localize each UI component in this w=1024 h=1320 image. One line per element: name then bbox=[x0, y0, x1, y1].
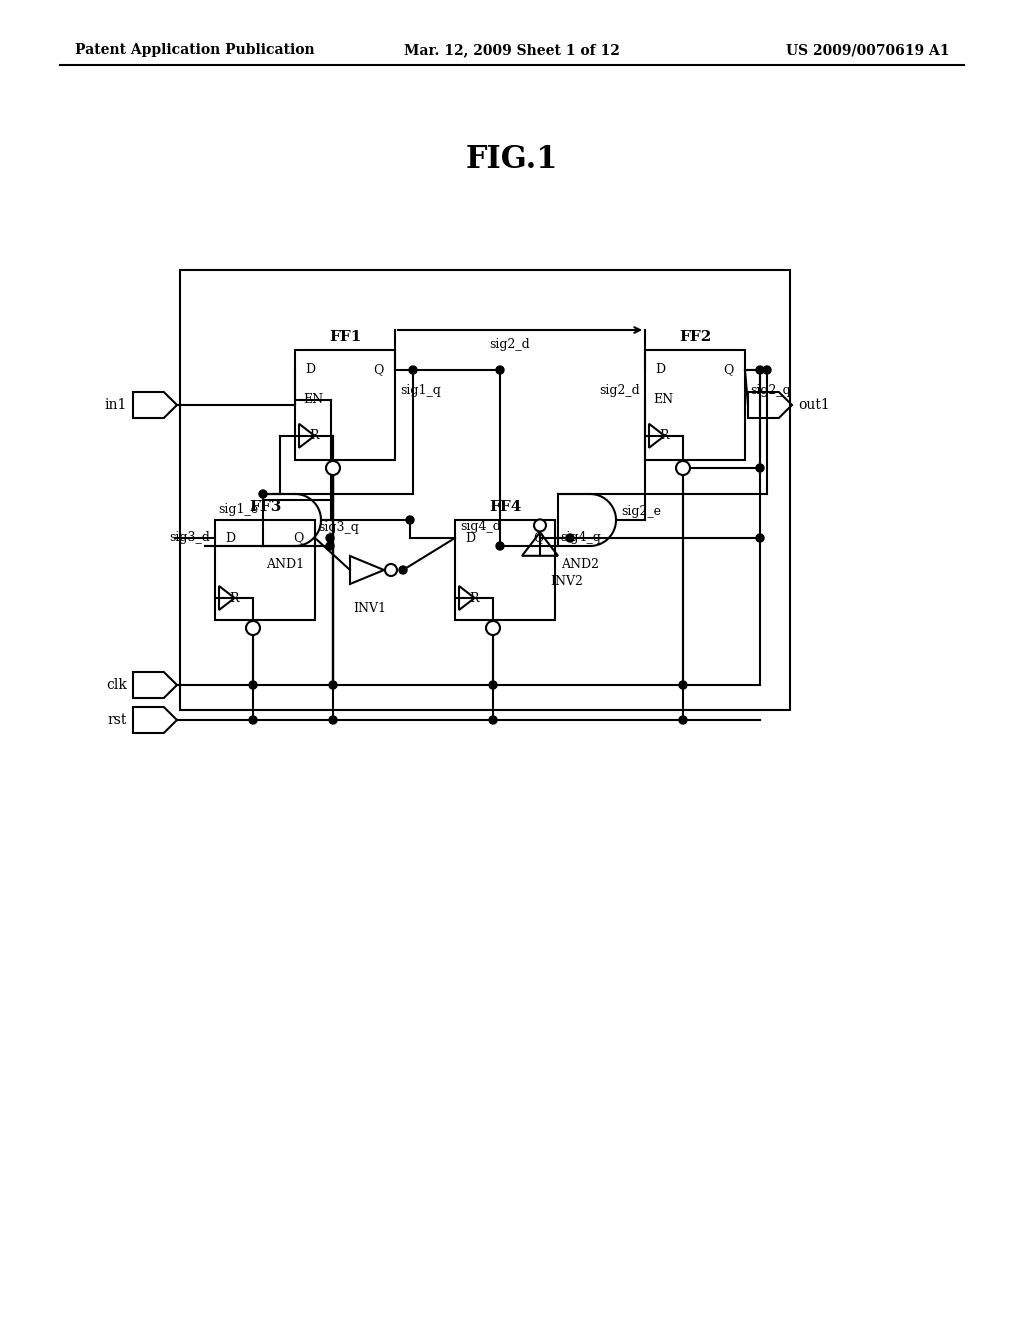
Circle shape bbox=[489, 715, 497, 723]
Circle shape bbox=[326, 461, 340, 475]
Circle shape bbox=[566, 535, 574, 543]
Text: FF4: FF4 bbox=[488, 500, 521, 513]
Circle shape bbox=[249, 681, 257, 689]
Text: rst: rst bbox=[108, 713, 127, 727]
Text: INV1: INV1 bbox=[353, 602, 386, 615]
Bar bbox=[295, 350, 395, 459]
Text: AND2: AND2 bbox=[561, 558, 599, 572]
Circle shape bbox=[249, 715, 257, 723]
Circle shape bbox=[496, 543, 504, 550]
Circle shape bbox=[489, 681, 497, 689]
Circle shape bbox=[326, 543, 334, 550]
Text: sig1_q: sig1_q bbox=[400, 384, 441, 397]
Circle shape bbox=[399, 566, 407, 574]
Circle shape bbox=[329, 715, 337, 723]
Circle shape bbox=[679, 715, 687, 723]
Text: AND1: AND1 bbox=[266, 558, 304, 572]
Text: sig2_d: sig2_d bbox=[489, 338, 530, 351]
Text: sig4_d: sig4_d bbox=[460, 520, 501, 533]
Circle shape bbox=[763, 366, 771, 374]
Text: sig2_d: sig2_d bbox=[599, 384, 640, 397]
Text: R: R bbox=[659, 429, 669, 442]
Text: FF2: FF2 bbox=[679, 330, 711, 345]
Circle shape bbox=[756, 366, 764, 374]
Text: Mar. 12, 2009 Sheet 1 of 12: Mar. 12, 2009 Sheet 1 of 12 bbox=[404, 44, 620, 57]
Circle shape bbox=[329, 681, 337, 689]
Circle shape bbox=[496, 366, 504, 374]
Circle shape bbox=[259, 490, 267, 498]
Circle shape bbox=[676, 461, 690, 475]
Circle shape bbox=[406, 516, 414, 524]
Text: R: R bbox=[229, 591, 239, 605]
Circle shape bbox=[409, 366, 417, 374]
Bar bbox=[645, 350, 745, 459]
Circle shape bbox=[756, 535, 764, 543]
Text: D: D bbox=[655, 363, 666, 376]
Circle shape bbox=[246, 620, 260, 635]
Text: FF3: FF3 bbox=[249, 500, 282, 513]
Text: US 2009/0070619 A1: US 2009/0070619 A1 bbox=[786, 44, 950, 57]
Text: D: D bbox=[305, 363, 315, 376]
Text: FF1: FF1 bbox=[329, 330, 361, 345]
Text: D: D bbox=[465, 532, 475, 544]
Bar bbox=[215, 520, 315, 620]
Text: EN: EN bbox=[653, 393, 673, 407]
Text: sig1_e: sig1_e bbox=[218, 503, 258, 516]
Circle shape bbox=[486, 620, 500, 635]
Text: sig3_q: sig3_q bbox=[318, 521, 358, 535]
Text: clk: clk bbox=[106, 678, 127, 692]
Text: D: D bbox=[225, 532, 236, 544]
Text: R: R bbox=[309, 429, 318, 442]
Circle shape bbox=[385, 564, 397, 576]
Text: sig4_q: sig4_q bbox=[560, 532, 601, 544]
Text: sig2_q: sig2_q bbox=[750, 384, 791, 397]
Bar bbox=[455, 520, 555, 620]
Text: FIG.1: FIG.1 bbox=[466, 144, 558, 176]
Text: sig2_e: sig2_e bbox=[621, 506, 662, 519]
Circle shape bbox=[756, 465, 764, 473]
Text: out1: out1 bbox=[798, 399, 829, 412]
Text: Q: Q bbox=[373, 363, 383, 376]
Circle shape bbox=[534, 519, 546, 532]
Text: R: R bbox=[469, 591, 478, 605]
Bar bbox=[180, 271, 790, 710]
Circle shape bbox=[326, 535, 334, 543]
Text: sig3_d: sig3_d bbox=[169, 532, 210, 544]
Text: Q: Q bbox=[293, 532, 303, 544]
Text: INV2: INV2 bbox=[550, 576, 583, 587]
Text: EN: EN bbox=[303, 393, 324, 407]
Text: Q: Q bbox=[534, 532, 544, 544]
Text: Patent Application Publication: Patent Application Publication bbox=[75, 44, 314, 57]
Text: in1: in1 bbox=[104, 399, 127, 412]
Circle shape bbox=[679, 681, 687, 689]
Text: Q: Q bbox=[723, 363, 733, 376]
